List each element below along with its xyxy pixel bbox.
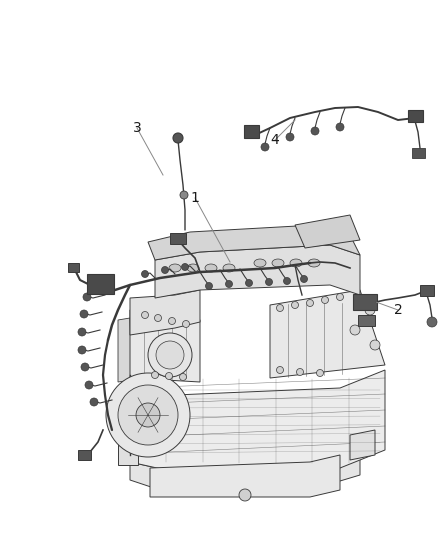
Circle shape — [90, 398, 98, 406]
Circle shape — [162, 266, 169, 273]
Circle shape — [365, 305, 375, 315]
Circle shape — [321, 296, 328, 303]
FancyBboxPatch shape — [67, 262, 78, 271]
Circle shape — [141, 311, 148, 319]
Circle shape — [261, 143, 269, 151]
Circle shape — [83, 293, 91, 301]
FancyBboxPatch shape — [87, 274, 114, 294]
Circle shape — [265, 279, 272, 286]
Ellipse shape — [272, 259, 284, 267]
Polygon shape — [150, 455, 340, 497]
Polygon shape — [295, 215, 360, 248]
Circle shape — [276, 367, 283, 374]
Circle shape — [180, 191, 188, 199]
Circle shape — [292, 302, 299, 309]
Circle shape — [155, 314, 162, 321]
Circle shape — [183, 320, 190, 327]
Polygon shape — [148, 225, 360, 260]
Circle shape — [307, 300, 314, 306]
FancyBboxPatch shape — [420, 285, 434, 295]
Circle shape — [226, 280, 233, 287]
Polygon shape — [350, 430, 375, 460]
Circle shape — [336, 123, 344, 131]
Circle shape — [427, 317, 437, 327]
Ellipse shape — [187, 264, 199, 272]
Circle shape — [78, 346, 86, 354]
Circle shape — [239, 489, 251, 501]
FancyBboxPatch shape — [407, 109, 423, 122]
Text: 1: 1 — [191, 191, 199, 205]
Circle shape — [181, 263, 188, 271]
Circle shape — [141, 271, 148, 278]
Circle shape — [166, 373, 173, 379]
Circle shape — [370, 340, 380, 350]
Circle shape — [350, 325, 360, 335]
FancyBboxPatch shape — [353, 294, 377, 310]
Circle shape — [173, 133, 183, 143]
Circle shape — [85, 381, 93, 389]
Text: 2: 2 — [394, 303, 403, 317]
Circle shape — [80, 310, 88, 318]
Polygon shape — [270, 290, 385, 378]
Circle shape — [246, 279, 252, 287]
Circle shape — [286, 133, 294, 141]
Circle shape — [106, 373, 190, 457]
Circle shape — [81, 363, 89, 371]
Polygon shape — [130, 458, 360, 495]
Circle shape — [276, 304, 283, 311]
Polygon shape — [130, 370, 385, 472]
Circle shape — [156, 341, 184, 369]
FancyBboxPatch shape — [357, 314, 374, 326]
Circle shape — [300, 276, 307, 282]
Circle shape — [317, 369, 324, 376]
FancyBboxPatch shape — [170, 232, 186, 244]
Circle shape — [118, 385, 178, 445]
Circle shape — [148, 333, 192, 377]
Ellipse shape — [308, 259, 320, 267]
Circle shape — [311, 127, 319, 135]
Circle shape — [136, 403, 160, 427]
Ellipse shape — [169, 264, 181, 272]
Circle shape — [180, 374, 187, 381]
Polygon shape — [130, 290, 200, 335]
Circle shape — [169, 318, 176, 325]
Circle shape — [78, 328, 86, 336]
FancyBboxPatch shape — [244, 125, 258, 138]
Polygon shape — [130, 310, 200, 382]
Circle shape — [336, 294, 343, 301]
Circle shape — [205, 282, 212, 289]
Circle shape — [297, 368, 304, 376]
Text: 4: 4 — [271, 133, 279, 147]
FancyBboxPatch shape — [78, 449, 91, 459]
Polygon shape — [118, 318, 132, 382]
Circle shape — [283, 278, 290, 285]
Text: 3: 3 — [133, 121, 141, 135]
Ellipse shape — [254, 259, 266, 267]
FancyBboxPatch shape — [411, 148, 424, 157]
Circle shape — [152, 372, 159, 378]
Ellipse shape — [205, 264, 217, 272]
Ellipse shape — [290, 259, 302, 267]
Ellipse shape — [223, 264, 235, 272]
Polygon shape — [155, 245, 360, 298]
Polygon shape — [118, 440, 138, 465]
